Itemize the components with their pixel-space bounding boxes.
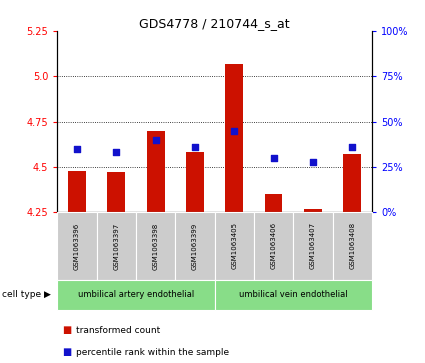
- Bar: [304, 209, 322, 212]
- Text: umbilical vein endothelial: umbilical vein endothelial: [239, 290, 348, 299]
- Point: [349, 144, 356, 150]
- Text: cell type ▶: cell type ▶: [2, 290, 51, 299]
- Text: ■: ■: [62, 325, 71, 335]
- Text: GSM1063406: GSM1063406: [271, 223, 277, 269]
- Text: GSM1063399: GSM1063399: [192, 222, 198, 270]
- Text: umbilical artery endothelial: umbilical artery endothelial: [78, 290, 194, 299]
- Text: GSM1063407: GSM1063407: [310, 223, 316, 269]
- Point: [309, 159, 316, 164]
- Bar: [68, 171, 86, 212]
- Point: [231, 128, 238, 134]
- Bar: [147, 131, 164, 212]
- Point: [152, 137, 159, 143]
- Bar: [343, 154, 361, 212]
- Point: [270, 155, 277, 161]
- Bar: [108, 172, 125, 212]
- Bar: [186, 152, 204, 212]
- Text: GSM1063405: GSM1063405: [231, 223, 237, 269]
- Point: [192, 144, 198, 150]
- Text: GSM1063396: GSM1063396: [74, 222, 80, 270]
- Text: transformed count: transformed count: [76, 326, 161, 335]
- Point: [113, 150, 120, 155]
- Text: GSM1063398: GSM1063398: [153, 222, 159, 270]
- Bar: [225, 64, 243, 212]
- Title: GDS4778 / 210744_s_at: GDS4778 / 210744_s_at: [139, 17, 290, 30]
- Text: percentile rank within the sample: percentile rank within the sample: [76, 348, 230, 356]
- Text: GSM1063408: GSM1063408: [349, 223, 355, 269]
- Point: [74, 146, 80, 152]
- Text: GSM1063397: GSM1063397: [113, 222, 119, 270]
- Text: ■: ■: [62, 347, 71, 357]
- Bar: [265, 194, 283, 212]
